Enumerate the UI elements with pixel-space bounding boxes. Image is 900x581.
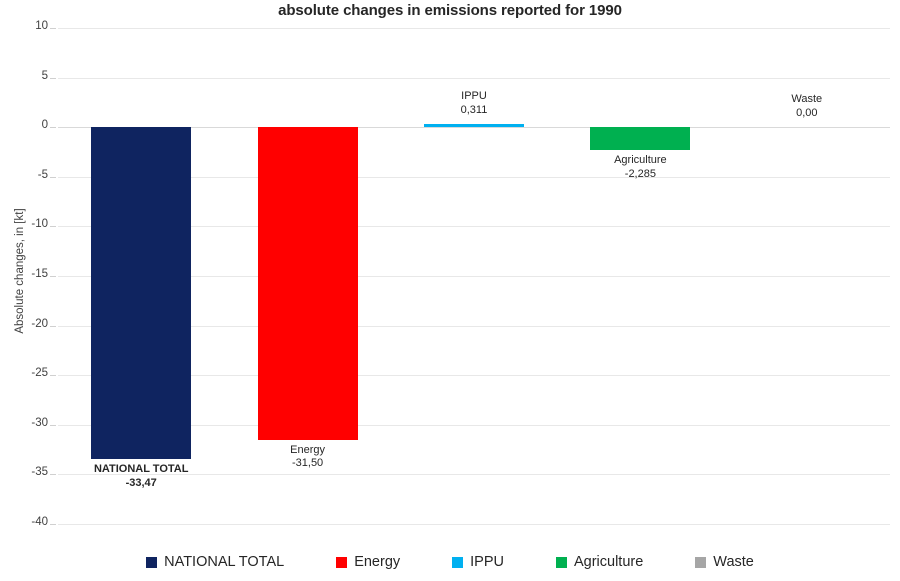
y-axis-tick-mark (50, 474, 56, 476)
gridline (58, 77, 890, 79)
y-axis-tick-label: -10 (31, 218, 48, 231)
y-axis-tick-mark (50, 28, 56, 29)
data-label-category: Energy (290, 443, 326, 456)
y-axis-tick-mark (50, 226, 56, 228)
bar-agriculture[interactable] (590, 127, 691, 150)
data-label: Agriculture -2,285 (557, 154, 723, 182)
y-axis-tick-mark (50, 424, 56, 426)
y-axis-tick-mark (50, 127, 56, 129)
legend-item-waste[interactable]: Waste (695, 554, 754, 570)
legend-label: IPPU (470, 554, 504, 570)
gridline (58, 474, 890, 476)
gridline (58, 524, 890, 525)
data-label: Waste 0,00 (724, 93, 890, 121)
data-label: IPPU 0,311 (391, 90, 557, 118)
y-axis-tick-mark (50, 524, 56, 525)
chart-title: absolute changes in emissions reported f… (278, 2, 622, 19)
data-label-value: 0,311 (460, 103, 488, 116)
y-axis-tick-mark (50, 176, 56, 178)
legend-label: Agriculture (573, 554, 644, 570)
y-axis-tick-label: 5 (41, 69, 48, 82)
gridline (58, 325, 890, 327)
data-label-value: -31,50 (291, 457, 324, 470)
data-label-category: Agriculture (614, 153, 667, 166)
chart-legend: NATIONAL TOTAL Energy IPPU Agriculture Waste (0, 548, 900, 576)
y-axis-tick-mark (50, 325, 56, 327)
data-label-category: Waste (791, 93, 823, 106)
bar-energy[interactable] (257, 127, 358, 440)
gridline (58, 424, 890, 426)
gridline (58, 176, 890, 178)
legend-swatch-icon (452, 556, 464, 568)
data-label-value: -2,285 (624, 167, 656, 180)
legend-label: Waste (713, 554, 754, 570)
data-label: NATIONAL TOTAL -33,47 (58, 463, 224, 491)
y-axis-tick-label: -35 (31, 466, 48, 479)
legend-item-national-total[interactable]: NATIONAL TOTAL (146, 554, 284, 570)
gridline (58, 375, 890, 377)
y-axis-tick-label: 0 (41, 119, 48, 132)
y-axis-tick-mark (50, 375, 56, 377)
y-axis-tick-label: -30 (31, 416, 48, 429)
gridline (58, 226, 890, 228)
legend-label: NATIONAL TOTAL (164, 554, 285, 570)
y-axis-tick-mark (50, 276, 56, 277)
data-label-value: 0,00 (796, 106, 818, 119)
y-axis-tick-label: -20 (31, 317, 48, 330)
y-axis-tick-label: -5 (37, 168, 48, 181)
bar-national-total[interactable] (91, 127, 192, 460)
legend-swatch-icon (695, 556, 707, 568)
y-axis-tick-mark (50, 77, 56, 79)
data-label-value: -33,47 (125, 476, 157, 489)
gridline (58, 28, 890, 29)
y-axis-tick-label: 10 (35, 20, 48, 32)
y-axis-tick-label: -15 (31, 268, 48, 280)
legend-swatch-icon (336, 556, 348, 568)
legend-label: Energy (354, 554, 401, 570)
y-axis-tick-label: -25 (31, 367, 48, 380)
legend-item-energy[interactable]: Energy (336, 554, 400, 570)
data-label-category: NATIONAL TOTAL (93, 463, 189, 476)
legend-item-agriculture[interactable]: Agriculture (555, 554, 644, 570)
legend-swatch-icon (555, 556, 567, 568)
legend-item-ippu[interactable]: IPPU (452, 554, 504, 570)
bar-ippu[interactable] (424, 124, 524, 128)
data-label-category: IPPU (461, 90, 487, 103)
legend-swatch-icon (146, 556, 158, 568)
data-label: Energy -31,50 (224, 444, 390, 472)
gridline (58, 127, 890, 129)
gridline (58, 276, 890, 277)
y-axis-tick-label: -40 (31, 516, 48, 528)
plot-area: NATIONAL TOTAL -33,47 Energy -31,50 IPPU 0,31… (58, 28, 890, 525)
